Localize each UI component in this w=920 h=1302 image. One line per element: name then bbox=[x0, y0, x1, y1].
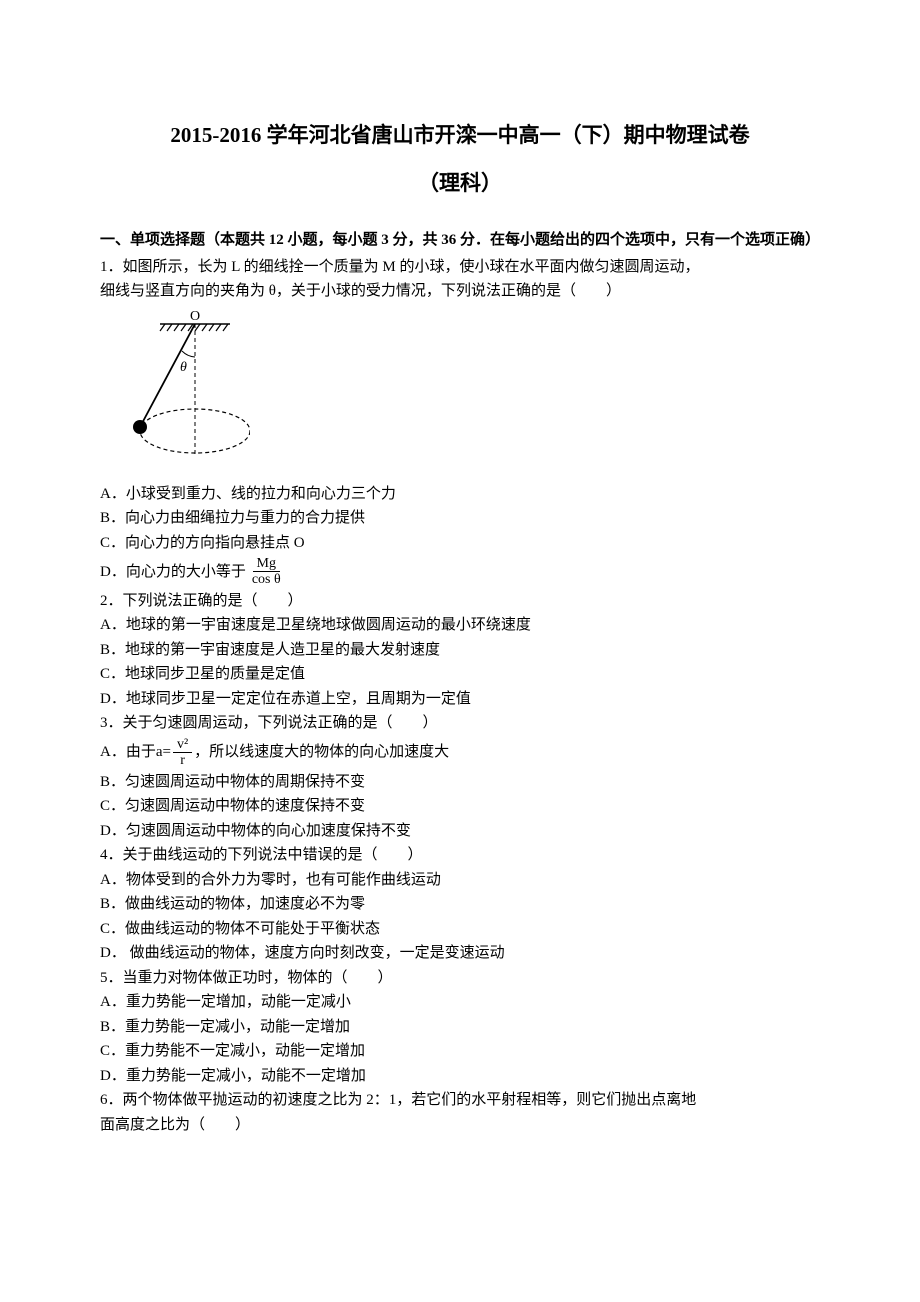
q4-optD: D． 做曲线运动的物体，速度方向时刻改变，一定是变速运动 bbox=[100, 942, 820, 965]
q5-optC: C．重力势能不一定减小，动能一定增加 bbox=[100, 1040, 820, 1063]
q3-optA-num: v² bbox=[173, 737, 192, 753]
q5-stem: 5．当重力对物体做正功时，物体的（ ） bbox=[100, 967, 820, 990]
q3-optA-post: ，所以线速度大的物体的向心加速度大 bbox=[194, 741, 449, 764]
q6-stem-line1: 6．两个物体做平抛运动的初速度之比为 2：1，若它们的水平射程相等，则它们抛出点… bbox=[100, 1089, 820, 1112]
q5-optB: B．重力势能一定减小，动能一定增加 bbox=[100, 1016, 820, 1039]
diagram-label-O: O bbox=[190, 309, 200, 324]
q1-optD-pre: D．向心力的大小等于 bbox=[100, 561, 246, 584]
q3-optA: A．由于 a= v² r ，所以线速度大的物体的向心加速度大 bbox=[100, 737, 449, 769]
q1-optB: B．向心力由细绳拉力与重力的合力提供 bbox=[100, 507, 820, 530]
q3-stem: 3．关于匀速圆周运动，下列说法正确的是（ ） bbox=[100, 712, 820, 735]
q6-stem-line2: 面高度之比为（ ） bbox=[100, 1114, 820, 1137]
q1-optC: C．向心力的方向指向悬挂点 O bbox=[100, 532, 820, 555]
q2-optA: A．地球的第一宇宙速度是卫星绕地球做圆周运动的最小环绕速度 bbox=[100, 614, 820, 637]
q3-optC: C．匀速圆周运动中物体的速度保持不变 bbox=[100, 795, 820, 818]
q2-optD: D．地球同步卫星一定定位在赤道上空，且周期为一定值 bbox=[100, 688, 820, 711]
q3-optB: B．匀速圆周运动中物体的周期保持不变 bbox=[100, 771, 820, 794]
q4-optA: A．物体受到的合外力为零时，也有可能作曲线运动 bbox=[100, 869, 820, 892]
q3-optA-eq: a= bbox=[156, 741, 171, 764]
q2-stem: 2．下列说法正确的是（ ） bbox=[100, 590, 820, 613]
q1-optD: D．向心力的大小等于 Mg cos θ bbox=[100, 556, 287, 588]
q1-optD-den: cos θ bbox=[248, 572, 285, 587]
q4-optC: C．做曲线运动的物体不可能处于平衡状态 bbox=[100, 918, 820, 941]
diagram-label-theta: θ bbox=[180, 360, 187, 375]
q3-optA-fraction: v² r bbox=[173, 737, 192, 769]
title-main: 2015-2016 学年河北省唐山市开滦一中高一（下）期中物理试卷 bbox=[100, 120, 820, 152]
q1-diagram: O θ bbox=[120, 309, 820, 477]
title-sub: （理科） bbox=[100, 168, 820, 200]
q2-optC: C．地球同步卫星的质量是定值 bbox=[100, 663, 820, 686]
q1-optD-num: Mg bbox=[253, 556, 280, 572]
q4-stem: 4．关于曲线运动的下列说法中错误的是（ ） bbox=[100, 844, 820, 867]
q3-optA-pre: A．由于 bbox=[100, 741, 156, 764]
q3-optA-den: r bbox=[176, 753, 189, 768]
q1-stem-line2: 细线与竖直方向的夹角为 θ，关于小球的受力情况，下列说法正确的是（ ） bbox=[100, 280, 820, 303]
q2-optB: B．地球的第一宇宙速度是人造卫星的最大发射速度 bbox=[100, 639, 820, 662]
q1-optA: A．小球受到重力、线的拉力和向心力三个力 bbox=[100, 483, 820, 506]
section1-header: 一、单项选择题（本题共 12 小题，每小题 3 分，共 36 分．在每小题给出的… bbox=[100, 229, 820, 252]
q4-optB: B．做曲线运动的物体，加速度必不为零 bbox=[100, 893, 820, 916]
q1-optD-fraction: Mg cos θ bbox=[248, 556, 285, 588]
q5-optA: A．重力势能一定增加，动能一定减小 bbox=[100, 991, 820, 1014]
q3-optD: D．匀速圆周运动中物体的向心加速度保持不变 bbox=[100, 820, 820, 843]
q5-optD: D．重力势能一定减小，动能不一定增加 bbox=[100, 1065, 820, 1088]
q1-stem-line1: 1．如图所示，长为 L 的细线拴一个质量为 M 的小球，使小球在水平面内做匀速圆… bbox=[100, 256, 820, 279]
